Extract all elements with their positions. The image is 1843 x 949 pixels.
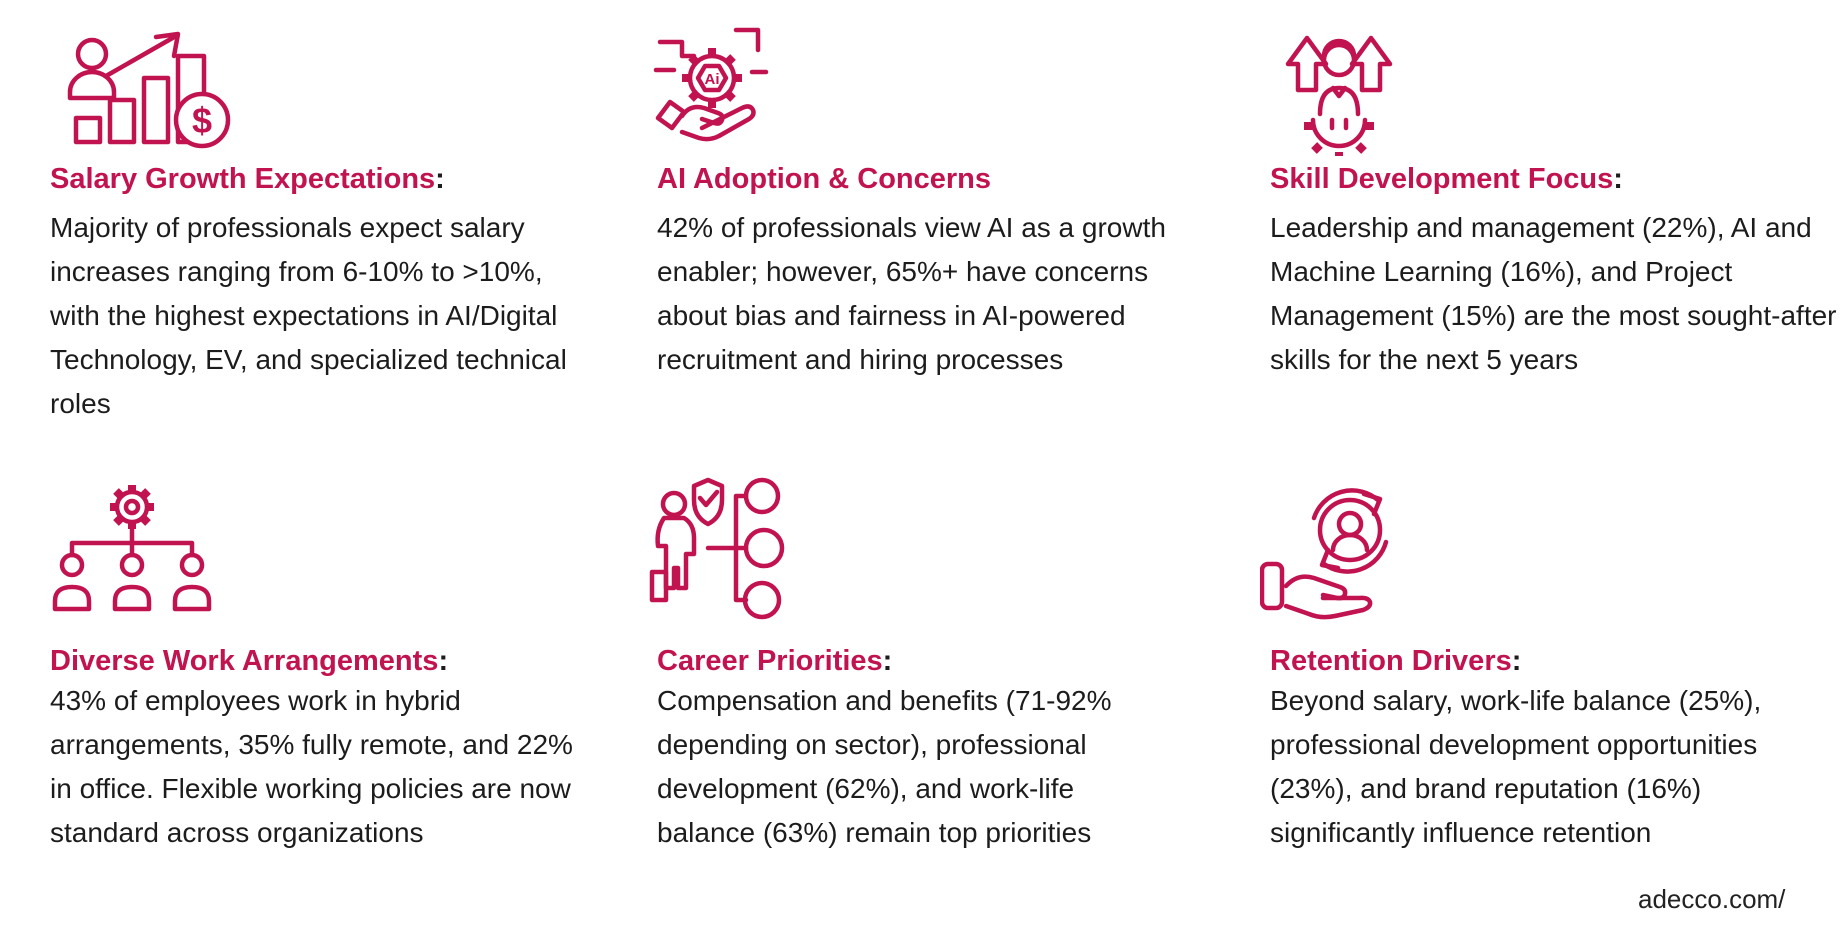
dollar-glyph: $ <box>192 100 212 141</box>
card-body: 42% of professionals view AI as a growth… <box>657 212 1166 375</box>
card-title: AI Adoption & Concerns <box>657 163 992 195</box>
gear-org-chart-team-icon <box>50 477 215 615</box>
card-title: Skill Development Focus: <box>1270 163 1623 195</box>
card-body: 43% of employees work in hybrid arrangem… <box>50 685 573 848</box>
card-title: Retention Drivers: <box>1270 645 1522 677</box>
card-title: Diverse Work Arrangements: <box>50 645 449 677</box>
hand-holding-person-cycle-icon <box>1260 486 1410 620</box>
card-title: Salary Growth Expectations: <box>50 163 445 195</box>
salary-growth-chart-icon: $ <box>62 24 237 150</box>
ai-badge-glyph: Ai <box>705 71 720 88</box>
ai-gear-on-hand-icon: Ai <box>652 20 770 154</box>
person-shield-checklist-icon <box>648 474 788 622</box>
card-body: Majority of professionals expect salary … <box>50 212 567 419</box>
card-title: Career Priorities: <box>657 645 893 677</box>
card-body: Compensation and benefits (71-92% depend… <box>657 685 1112 848</box>
card-body: Leadership and management (22%), AI and … <box>1270 212 1837 375</box>
source-url: adecco.com/ <box>1638 884 1786 914</box>
card-body: Beyond salary, work-life balance (25%), … <box>1270 685 1762 848</box>
person-up-arrows-gear-icon <box>1282 30 1396 156</box>
